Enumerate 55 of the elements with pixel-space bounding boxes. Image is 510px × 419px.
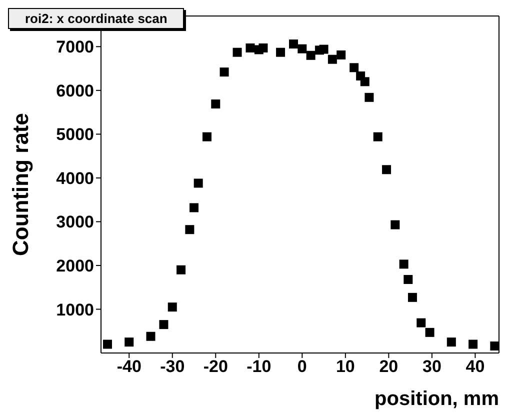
y-tick-label: 6000 <box>56 81 94 100</box>
y-tick-label: 3000 <box>56 212 94 232</box>
x-tick-label: 30 <box>422 357 442 376</box>
x-tick-label: -20 <box>203 357 228 376</box>
x-tick-label: -30 <box>160 357 185 376</box>
y-tick-label: 7000 <box>56 38 94 57</box>
point <box>350 63 359 72</box>
point <box>382 165 392 174</box>
point <box>425 328 434 337</box>
point <box>276 48 286 57</box>
point <box>258 43 268 52</box>
point <box>220 68 229 77</box>
x-tick-label: -40 <box>116 357 142 376</box>
point <box>373 132 382 142</box>
y-axis-title: Counting rate <box>8 113 33 256</box>
point <box>202 132 212 142</box>
point <box>246 43 255 52</box>
y-tick-label: 1000 <box>56 300 94 320</box>
chart-title: roi2: x coordinate scan <box>8 8 184 29</box>
point <box>124 338 134 347</box>
point <box>416 318 426 328</box>
point <box>211 99 220 108</box>
point <box>289 40 298 49</box>
point <box>176 265 186 274</box>
point <box>399 260 408 269</box>
point <box>490 341 499 350</box>
point <box>336 50 346 60</box>
x-tick-label: 10 <box>336 357 355 376</box>
point <box>168 302 177 312</box>
point <box>390 220 400 230</box>
point <box>328 54 337 64</box>
y-tick-label: 4000 <box>56 168 94 188</box>
point <box>446 338 456 347</box>
x-tick-label: 40 <box>466 357 485 376</box>
point <box>159 320 168 330</box>
y-tick-label: 5000 <box>56 125 94 144</box>
point <box>404 274 413 284</box>
point <box>306 50 316 60</box>
point <box>468 340 478 349</box>
point <box>146 332 156 341</box>
x-tick-label: 20 <box>379 357 398 376</box>
point <box>408 292 417 302</box>
point <box>232 48 242 57</box>
point <box>190 203 199 212</box>
point <box>364 92 374 102</box>
point <box>194 178 203 188</box>
y-tick-label: 2000 <box>56 256 94 276</box>
point <box>102 340 112 349</box>
point <box>360 77 370 86</box>
point <box>319 44 328 54</box>
x-axis-title: position, mm <box>374 388 499 410</box>
x-tick-label: -10 <box>246 357 272 376</box>
x-tick-label: 0 <box>297 357 307 376</box>
point <box>298 44 307 54</box>
point <box>185 225 194 234</box>
